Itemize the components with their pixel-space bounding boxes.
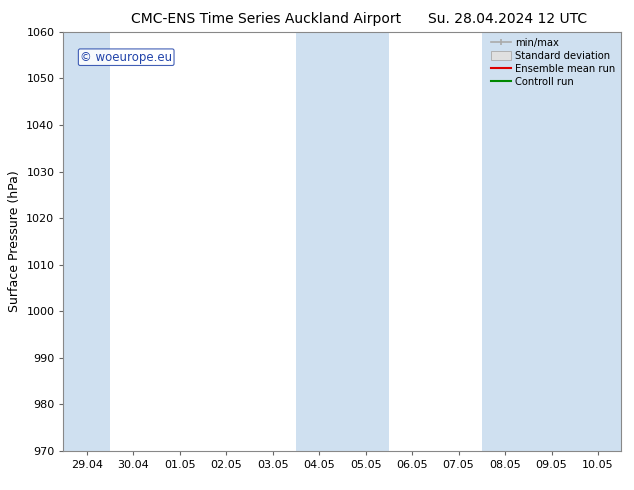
Y-axis label: Surface Pressure (hPa): Surface Pressure (hPa)	[8, 171, 21, 312]
Bar	[482, 32, 621, 451]
Text: © woeurope.eu: © woeurope.eu	[80, 50, 172, 64]
Text: CMC-ENS Time Series Auckland Airport: CMC-ENS Time Series Auckland Airport	[131, 12, 401, 26]
Legend: min/max, Standard deviation, Ensemble mean run, Controll run: min/max, Standard deviation, Ensemble me…	[487, 34, 619, 91]
Text: Su. 28.04.2024 12 UTC: Su. 28.04.2024 12 UTC	[428, 12, 586, 26]
Bar	[296, 32, 389, 451]
Bar	[63, 32, 110, 451]
